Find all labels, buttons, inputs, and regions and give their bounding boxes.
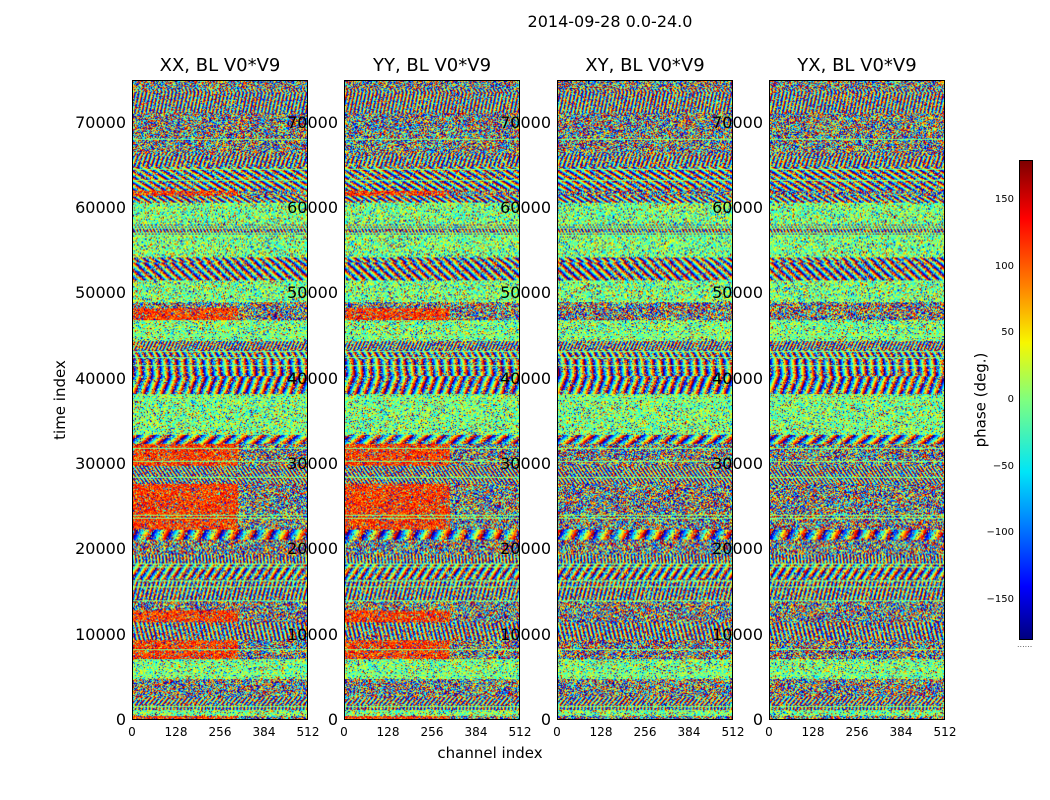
y-tick-label: 40000 xyxy=(75,368,126,388)
colorbar-tick-label: −100 xyxy=(986,527,1014,539)
colorbar-tick-label: 0 xyxy=(1007,394,1014,405)
colorbar-tick-label: 100 xyxy=(994,260,1014,272)
y-tick-label: 30000 xyxy=(712,454,763,473)
x-tick-label: 256 xyxy=(845,725,869,739)
y-tick-label: 40000 xyxy=(500,368,551,388)
y-tick-label: 0 xyxy=(115,710,126,729)
y-tick-label: 30000 xyxy=(500,454,551,473)
y-tick-label: 10000 xyxy=(287,624,338,644)
x-tick-label: 384 xyxy=(464,725,488,739)
y-tick-label: 70000 xyxy=(287,112,338,132)
x-tick-label: 512 xyxy=(721,725,745,739)
panel-title-xy: XY, BL V0*V9 xyxy=(585,55,705,76)
y-tick-label: 40000 xyxy=(287,368,338,388)
y-tick-label: 70000 xyxy=(500,112,551,132)
y-tick-label: 30000 xyxy=(287,454,338,473)
y-axis-label: time index xyxy=(51,360,69,440)
x-tick-label: 512 xyxy=(296,725,320,739)
x-tick-label: 384 xyxy=(677,725,701,739)
y-tick-label: 60000 xyxy=(712,198,763,217)
heatmap-panel-yy xyxy=(344,80,520,720)
y-tick-label: 50000 xyxy=(287,283,338,303)
y-tick-label: 0 xyxy=(327,710,338,729)
x-tick-label: 256 xyxy=(208,725,232,739)
x-tick-label: 512 xyxy=(933,725,957,739)
panel-title-yy: YY, BL V0*V9 xyxy=(372,55,492,76)
colorbar-label: phase (deg.) xyxy=(971,352,990,448)
y-tick-label: 60000 xyxy=(287,198,338,217)
y-tick-label: 10000 xyxy=(75,624,126,644)
x-tick-label: 128 xyxy=(589,725,613,739)
heatmap-canvas-xy xyxy=(558,81,732,719)
x-tick-label: 128 xyxy=(376,725,400,739)
y-tick-label: 20000 xyxy=(287,539,338,559)
y-tick-label: 20000 xyxy=(75,539,126,559)
x-axis-label: channel index xyxy=(437,744,543,762)
x-tick-label: 512 xyxy=(508,725,532,739)
heatmap-panel-xx xyxy=(132,80,308,720)
y-tick-label: 10000 xyxy=(712,624,763,644)
y-tick-label: 50000 xyxy=(500,283,551,303)
y-tick-label: 60000 xyxy=(500,198,551,217)
y-tick-label: 50000 xyxy=(75,283,126,303)
heatmap-panel-yx xyxy=(769,80,945,720)
colorbar-tick-label: 150 xyxy=(994,194,1014,205)
heatmap-canvas-yx xyxy=(770,81,944,719)
x-tick-label: 128 xyxy=(801,725,825,739)
heatmap-panel-xy xyxy=(557,80,733,720)
x-tick-label: 256 xyxy=(633,725,657,739)
x-tick-label: 0 xyxy=(128,725,136,739)
x-tick-label: 128 xyxy=(164,725,188,739)
chart-suptitle: 2014-09-28 0.0-24.0 xyxy=(527,12,693,31)
heatmap-canvas-yy xyxy=(345,81,519,719)
y-tick-label: 70000 xyxy=(712,112,763,132)
y-tick-label: 10000 xyxy=(500,624,551,644)
y-tick-label: 0 xyxy=(752,710,763,729)
colorbar-footer-dots: ...... xyxy=(1017,640,1033,649)
y-tick-label: 20000 xyxy=(500,539,551,559)
colorbar-tick-label: −150 xyxy=(986,594,1014,605)
panel-title-yx: YX, BL V0*V9 xyxy=(797,55,917,76)
colorbar-tick-label: −50 xyxy=(992,460,1014,472)
panel-title-xx: XX, BL V0*V9 xyxy=(159,55,281,76)
x-tick-label: 0 xyxy=(340,725,348,739)
x-tick-label: 0 xyxy=(553,725,561,739)
y-tick-label: 60000 xyxy=(75,198,126,217)
y-tick-label: 40000 xyxy=(712,368,763,388)
x-tick-label: 256 xyxy=(420,725,444,739)
y-tick-label: 30000 xyxy=(75,454,126,473)
heatmap-canvas-xx xyxy=(133,81,307,719)
colorbar xyxy=(1019,160,1033,640)
y-tick-label: 50000 xyxy=(712,283,763,303)
y-tick-label: 70000 xyxy=(75,112,126,132)
y-tick-label: 0 xyxy=(540,710,551,729)
x-tick-label: 384 xyxy=(889,725,913,739)
colorbar-tick-label: 50 xyxy=(1001,327,1014,339)
x-tick-label: 0 xyxy=(765,725,773,739)
y-tick-label: 20000 xyxy=(712,539,763,559)
x-tick-label: 384 xyxy=(252,725,276,739)
